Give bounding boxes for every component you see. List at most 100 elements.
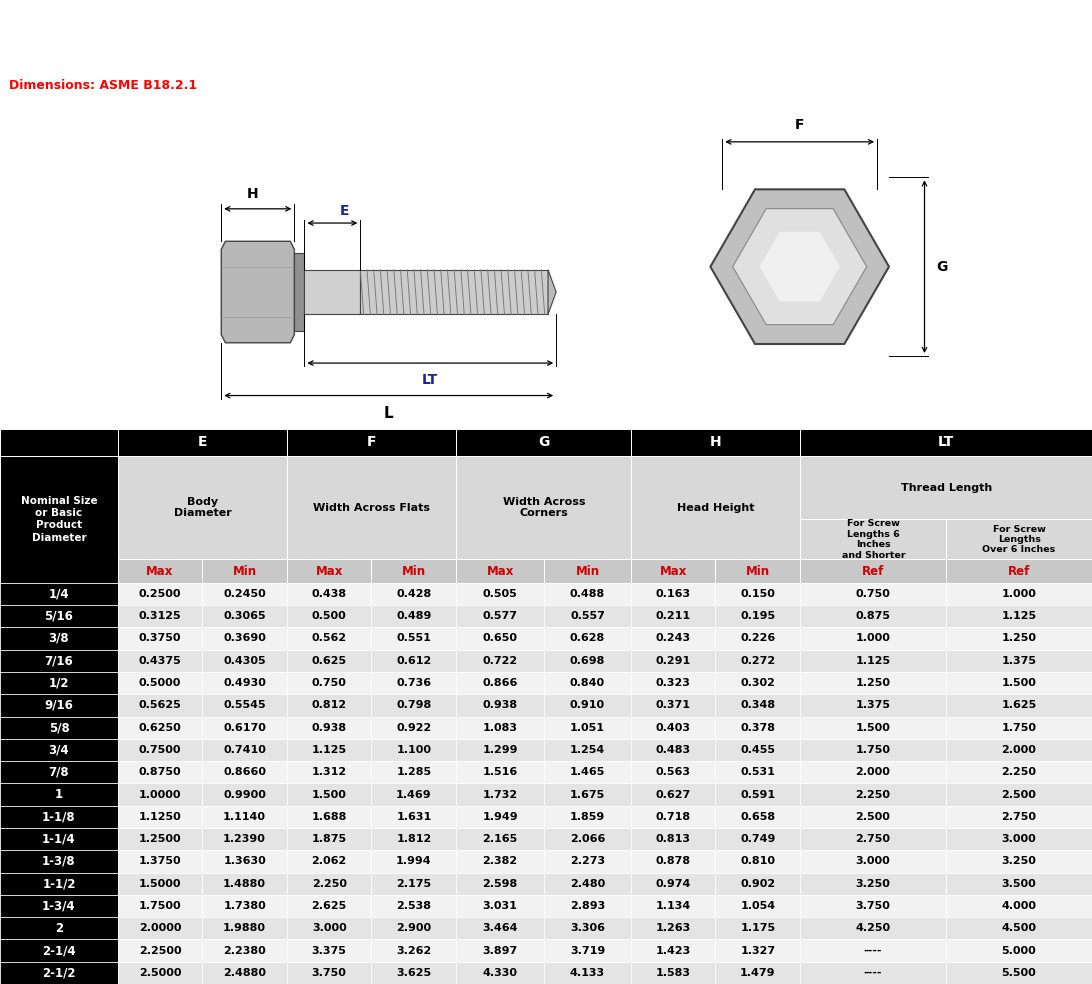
- Bar: [287, 806, 371, 828]
- Text: 3.625: 3.625: [396, 968, 431, 978]
- Bar: [0, 739, 118, 761]
- Text: 0.749: 0.749: [740, 834, 775, 844]
- Text: 5.500: 5.500: [1001, 968, 1036, 978]
- Text: 2.000: 2.000: [856, 768, 890, 777]
- Text: Min: Min: [402, 565, 426, 578]
- Text: 1.2390: 1.2390: [223, 834, 266, 844]
- Text: ----: ----: [864, 946, 882, 955]
- Bar: [800, 961, 946, 984]
- Text: 0.455: 0.455: [740, 745, 775, 755]
- Text: 2.250: 2.250: [1001, 768, 1036, 777]
- Bar: [118, 828, 202, 850]
- Text: 1.479: 1.479: [740, 968, 775, 978]
- Bar: [456, 761, 544, 783]
- Text: 0.531: 0.531: [740, 768, 775, 777]
- Text: 1-1/2: 1-1/2: [43, 877, 75, 891]
- Bar: [456, 628, 544, 649]
- Text: Nominal Size
or Basic
Product
Diameter: Nominal Size or Basic Product Diameter: [21, 496, 97, 543]
- Bar: [371, 894, 456, 917]
- Text: G: G: [538, 435, 549, 450]
- Bar: [0, 806, 118, 828]
- Text: 3.000: 3.000: [856, 856, 890, 866]
- Text: 0.840: 0.840: [570, 678, 605, 688]
- Text: 0.557: 0.557: [570, 611, 605, 621]
- Bar: [631, 961, 715, 984]
- Text: 0.8660: 0.8660: [223, 768, 266, 777]
- Bar: [202, 873, 287, 894]
- Text: 1.250: 1.250: [1001, 634, 1036, 644]
- Bar: [800, 672, 946, 694]
- Text: 1.750: 1.750: [1001, 722, 1036, 733]
- Text: 0.371: 0.371: [655, 701, 691, 710]
- Bar: [371, 850, 456, 873]
- Text: 0.591: 0.591: [740, 789, 775, 800]
- Bar: [715, 761, 800, 783]
- Text: 5.000: 5.000: [1001, 946, 1036, 955]
- Bar: [202, 605, 287, 628]
- Bar: [946, 894, 1092, 917]
- Bar: [800, 716, 946, 739]
- Text: 1.0000: 1.0000: [139, 789, 181, 800]
- Text: 1.500: 1.500: [312, 789, 346, 800]
- Bar: [800, 806, 946, 828]
- Text: 0.5000: 0.5000: [139, 678, 181, 688]
- Bar: [544, 694, 631, 716]
- Bar: [544, 716, 631, 739]
- Bar: [715, 940, 800, 961]
- Bar: [631, 672, 715, 694]
- Bar: [946, 672, 1092, 694]
- Bar: [118, 605, 202, 628]
- Bar: [456, 961, 544, 984]
- Bar: [456, 917, 544, 940]
- Text: Body
Diameter: Body Diameter: [174, 497, 232, 519]
- Bar: [456, 456, 631, 560]
- Bar: [0, 850, 118, 873]
- Text: 3.000: 3.000: [1001, 834, 1036, 844]
- Text: Width Across
Corners: Width Across Corners: [502, 497, 585, 519]
- Bar: [456, 828, 544, 850]
- Text: 0.750: 0.750: [856, 588, 890, 599]
- Bar: [371, 560, 456, 583]
- Text: 1.625: 1.625: [1001, 701, 1036, 710]
- Bar: [715, 716, 800, 739]
- Text: 2.165: 2.165: [483, 834, 518, 844]
- Bar: [800, 520, 946, 560]
- Text: 1.9880: 1.9880: [223, 923, 266, 933]
- Bar: [202, 828, 287, 850]
- Text: 0.875: 0.875: [855, 611, 891, 621]
- Text: 1.1250: 1.1250: [139, 812, 181, 822]
- Text: 1.732: 1.732: [483, 789, 518, 800]
- Bar: [287, 694, 371, 716]
- Text: For Screw
Lengths
Over 6 Inches: For Screw Lengths Over 6 Inches: [983, 524, 1056, 554]
- Text: 7/16: 7/16: [45, 654, 73, 667]
- Text: Min: Min: [233, 565, 257, 578]
- Bar: [544, 873, 631, 894]
- Bar: [456, 429, 631, 456]
- Bar: [202, 560, 287, 583]
- Bar: [202, 917, 287, 940]
- Text: 2.273: 2.273: [570, 856, 605, 866]
- Text: 1.812: 1.812: [396, 834, 431, 844]
- Bar: [371, 828, 456, 850]
- Bar: [371, 961, 456, 984]
- Text: 1.100: 1.100: [396, 745, 431, 755]
- Text: 2.066: 2.066: [570, 834, 605, 844]
- Bar: [715, 783, 800, 806]
- Bar: [544, 806, 631, 828]
- Polygon shape: [548, 270, 556, 314]
- Text: 1.134: 1.134: [655, 901, 691, 911]
- Text: 0.563: 0.563: [655, 768, 691, 777]
- Text: 1.125: 1.125: [855, 655, 891, 666]
- Text: 0.226: 0.226: [740, 634, 775, 644]
- Text: 0.291: 0.291: [655, 655, 691, 666]
- Bar: [202, 761, 287, 783]
- Text: 2.250: 2.250: [855, 789, 891, 800]
- Bar: [202, 739, 287, 761]
- Bar: [118, 761, 202, 783]
- Bar: [371, 940, 456, 961]
- Bar: [456, 894, 544, 917]
- Text: 0.272: 0.272: [740, 655, 775, 666]
- Text: G: G: [937, 260, 948, 274]
- Bar: [631, 873, 715, 894]
- Text: 1.465: 1.465: [570, 768, 605, 777]
